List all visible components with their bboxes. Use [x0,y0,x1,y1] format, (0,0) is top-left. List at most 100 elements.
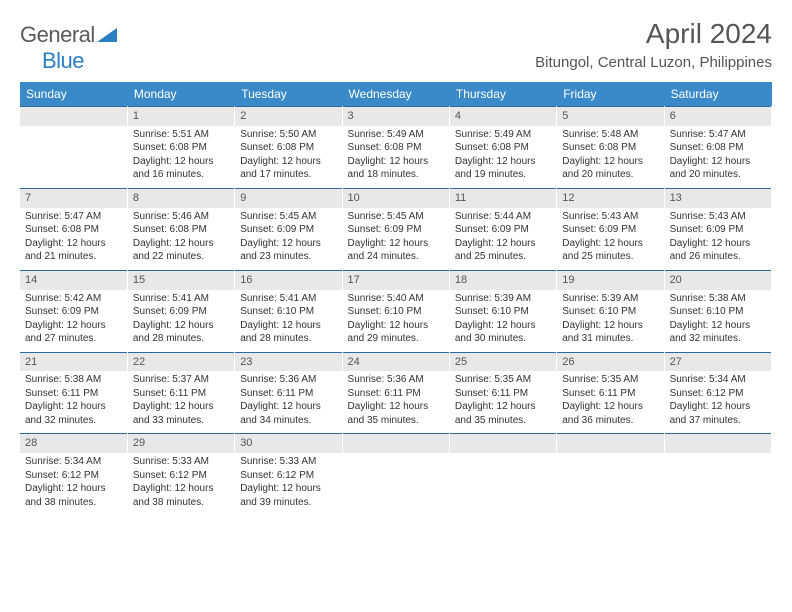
sunset-text: Sunset: 6:11 PM [562,387,658,401]
day-info: Sunrise: 5:45 AMSunset: 6:09 PMDaylight:… [235,208,341,270]
day-info: Sunrise: 5:51 AMSunset: 6:08 PMDaylight:… [128,126,234,188]
sunrise-text: Sunrise: 5:36 AM [348,373,444,387]
sunrise-text: Sunrise: 5:48 AM [562,128,658,142]
sunset-text: Sunset: 6:11 PM [240,387,336,401]
sunset-text: Sunset: 6:11 PM [348,387,444,401]
day-number: 20 [665,270,771,290]
day-number: 2 [235,106,341,126]
day-cell: 21Sunrise: 5:38 AMSunset: 6:11 PMDayligh… [20,352,127,434]
daylight-text: Daylight: 12 hours and 22 minutes. [133,237,229,264]
day-info [343,453,449,497]
sunset-text: Sunset: 6:09 PM [25,305,122,319]
day-cell: 12Sunrise: 5:43 AMSunset: 6:09 PMDayligh… [557,188,664,270]
sunrise-text: Sunrise: 5:39 AM [455,292,551,306]
daylight-text: Daylight: 12 hours and 31 minutes. [562,319,658,346]
day-cell: 22Sunrise: 5:37 AMSunset: 6:11 PMDayligh… [127,352,234,434]
day-number [343,433,449,453]
day-cell: 17Sunrise: 5:40 AMSunset: 6:10 PMDayligh… [342,270,449,352]
day-number [665,433,771,453]
day-cell: 23Sunrise: 5:36 AMSunset: 6:11 PMDayligh… [235,352,342,434]
day-number: 11 [450,188,556,208]
day-number: 25 [450,352,556,372]
daylight-text: Daylight: 12 hours and 23 minutes. [240,237,336,264]
daylight-text: Daylight: 12 hours and 32 minutes. [25,400,122,427]
day-info: Sunrise: 5:34 AMSunset: 6:12 PMDaylight:… [665,371,771,433]
day-cell: 4Sunrise: 5:49 AMSunset: 6:08 PMDaylight… [449,106,556,188]
day-info: Sunrise: 5:34 AMSunset: 6:12 PMDaylight:… [20,453,127,515]
sunset-text: Sunset: 6:11 PM [25,387,122,401]
sunset-text: Sunset: 6:10 PM [670,305,766,319]
logo-triangle-icon [97,28,117,47]
day-cell: 25Sunrise: 5:35 AMSunset: 6:11 PMDayligh… [449,352,556,434]
day-number: 27 [665,352,771,372]
day-info [665,453,771,497]
day-number: 12 [557,188,663,208]
sunrise-text: Sunrise: 5:44 AM [455,210,551,224]
day-info: Sunrise: 5:41 AMSunset: 6:09 PMDaylight:… [128,290,234,352]
sunset-text: Sunset: 6:10 PM [455,305,551,319]
day-cell: 24Sunrise: 5:36 AMSunset: 6:11 PMDayligh… [342,352,449,434]
day-info: Sunrise: 5:47 AMSunset: 6:08 PMDaylight:… [665,126,771,188]
daylight-text: Daylight: 12 hours and 26 minutes. [670,237,766,264]
week-row: 1Sunrise: 5:51 AMSunset: 6:08 PMDaylight… [20,106,772,188]
daylight-text: Daylight: 12 hours and 29 minutes. [348,319,444,346]
sunrise-text: Sunrise: 5:41 AM [240,292,336,306]
day-number: 1 [128,106,234,126]
sunset-text: Sunset: 6:08 PM [562,141,658,155]
dow-wednesday: Wednesday [342,82,449,106]
daylight-text: Daylight: 12 hours and 38 minutes. [133,482,229,509]
sunrise-text: Sunrise: 5:36 AM [240,373,336,387]
daylight-text: Daylight: 12 hours and 37 minutes. [670,400,766,427]
sunset-text: Sunset: 6:12 PM [25,469,122,483]
day-number: 26 [557,352,663,372]
logo-text-block: General Blue [20,22,117,74]
day-number: 29 [128,433,234,453]
daylight-text: Daylight: 12 hours and 34 minutes. [240,400,336,427]
day-cell [449,433,556,515]
day-number: 30 [235,433,341,453]
sunrise-text: Sunrise: 5:39 AM [562,292,658,306]
sunrise-text: Sunrise: 5:45 AM [348,210,444,224]
sunset-text: Sunset: 6:09 PM [348,223,444,237]
day-cell: 11Sunrise: 5:44 AMSunset: 6:09 PMDayligh… [449,188,556,270]
sunset-text: Sunset: 6:09 PM [562,223,658,237]
dow-monday: Monday [127,82,234,106]
sunset-text: Sunset: 6:09 PM [240,223,336,237]
day-number: 8 [128,188,234,208]
daylight-text: Daylight: 12 hours and 39 minutes. [240,482,336,509]
sunrise-text: Sunrise: 5:37 AM [133,373,229,387]
day-info: Sunrise: 5:35 AMSunset: 6:11 PMDaylight:… [557,371,663,433]
day-cell: 13Sunrise: 5:43 AMSunset: 6:09 PMDayligh… [664,188,771,270]
day-number: 15 [128,270,234,290]
day-number: 16 [235,270,341,290]
day-number: 7 [20,188,127,208]
day-cell: 1Sunrise: 5:51 AMSunset: 6:08 PMDaylight… [127,106,234,188]
day-cell: 5Sunrise: 5:48 AMSunset: 6:08 PMDaylight… [557,106,664,188]
sunrise-text: Sunrise: 5:33 AM [240,455,336,469]
daylight-text: Daylight: 12 hours and 36 minutes. [562,400,658,427]
sunset-text: Sunset: 6:08 PM [348,141,444,155]
day-info: Sunrise: 5:49 AMSunset: 6:08 PMDaylight:… [450,126,556,188]
day-info: Sunrise: 5:46 AMSunset: 6:08 PMDaylight:… [128,208,234,270]
day-number [450,433,556,453]
dow-row: Sunday Monday Tuesday Wednesday Thursday… [20,82,772,106]
daylight-text: Daylight: 12 hours and 25 minutes. [562,237,658,264]
sunset-text: Sunset: 6:11 PM [455,387,551,401]
sunset-text: Sunset: 6:08 PM [133,141,229,155]
day-cell: 3Sunrise: 5:49 AMSunset: 6:08 PMDaylight… [342,106,449,188]
day-cell: 30Sunrise: 5:33 AMSunset: 6:12 PMDayligh… [235,433,342,515]
day-info: Sunrise: 5:45 AMSunset: 6:09 PMDaylight:… [343,208,449,270]
day-number: 4 [450,106,556,126]
sunset-text: Sunset: 6:09 PM [455,223,551,237]
day-number: 10 [343,188,449,208]
day-number: 24 [343,352,449,372]
day-cell: 8Sunrise: 5:46 AMSunset: 6:08 PMDaylight… [127,188,234,270]
day-cell: 9Sunrise: 5:45 AMSunset: 6:09 PMDaylight… [235,188,342,270]
day-cell: 26Sunrise: 5:35 AMSunset: 6:11 PMDayligh… [557,352,664,434]
sunset-text: Sunset: 6:08 PM [455,141,551,155]
day-info: Sunrise: 5:36 AMSunset: 6:11 PMDaylight:… [343,371,449,433]
sunrise-text: Sunrise: 5:40 AM [348,292,444,306]
sunrise-text: Sunrise: 5:49 AM [455,128,551,142]
day-info: Sunrise: 5:42 AMSunset: 6:09 PMDaylight:… [20,290,127,352]
daylight-text: Daylight: 12 hours and 28 minutes. [240,319,336,346]
